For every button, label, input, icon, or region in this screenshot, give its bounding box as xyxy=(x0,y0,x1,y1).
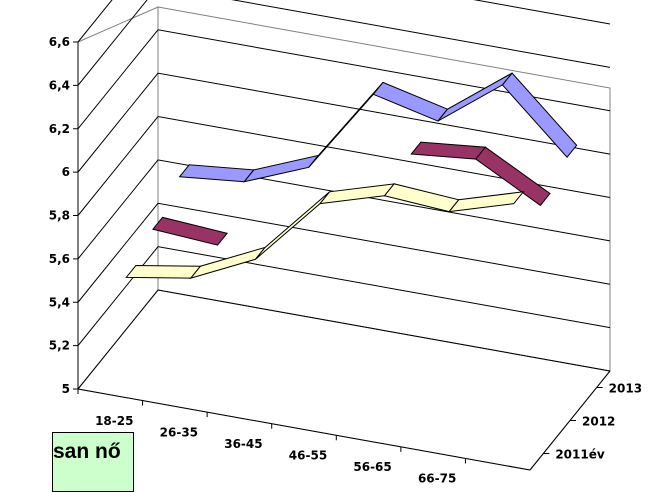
y-tick-label: 5,6 xyxy=(49,252,70,266)
series-ribbon-2011év xyxy=(255,191,330,260)
x-tick-label: 36-45 xyxy=(224,437,262,451)
x-tick-label: 76- xyxy=(491,483,513,485)
side-wall xyxy=(77,6,159,391)
series-ribbon-2013 xyxy=(501,72,578,158)
note-text: san nő xyxy=(53,440,121,463)
y-tick-label: 6 xyxy=(62,165,70,179)
x-tick-label: 46-55 xyxy=(289,449,327,463)
series-ribbon-2013 xyxy=(178,164,255,183)
series-ribbon-2013 xyxy=(437,72,513,122)
series-ribbon-2011év xyxy=(189,246,267,280)
series-ribbon-2012 xyxy=(152,216,229,246)
gridlines xyxy=(77,0,611,390)
x-tick-label: 18-25 xyxy=(95,414,133,428)
tick-labels: 6,6 6,4 6,2 6 5,8 5,6 5,4 5,2 5 18-25 26-35 36-45 46… xyxy=(49,35,642,485)
y-tick-label: 6,2 xyxy=(49,122,70,136)
x-tick-label: 26-35 xyxy=(160,425,198,439)
series-layer xyxy=(125,72,578,280)
gridline xyxy=(77,202,611,303)
gridline xyxy=(77,246,611,346)
gridline xyxy=(77,0,611,86)
axes xyxy=(73,41,611,471)
series-ribbon-2011év xyxy=(447,191,525,213)
gridline xyxy=(77,159,611,260)
y-tick-label: 5,4 xyxy=(49,295,70,309)
y-tick-label: 5,8 xyxy=(49,209,70,223)
gridline xyxy=(77,289,611,390)
depth-label: 2012 xyxy=(582,415,615,429)
note-box: san nő xyxy=(52,432,134,492)
series-ribbon-2011év xyxy=(125,265,202,279)
floor xyxy=(77,289,611,471)
y-tick-label: 6,4 xyxy=(49,78,70,92)
series-ribbon-2012 xyxy=(410,141,487,160)
gridline xyxy=(77,72,611,173)
series-ribbon-2012 xyxy=(475,146,551,207)
x-tick-label: 56-65 xyxy=(353,460,391,474)
x-tick-label: 66-75 xyxy=(418,472,456,485)
series-ribbon-2013 xyxy=(242,154,320,183)
chart-walls xyxy=(77,6,611,471)
x-axis-line xyxy=(77,388,531,471)
gridline xyxy=(77,29,611,130)
y-tick-label: 6,6 xyxy=(49,35,70,49)
depth-label: 2013 xyxy=(609,382,642,396)
series-ribbon-2013 xyxy=(372,81,449,122)
gridline xyxy=(77,0,611,43)
y-tick-label: 5 xyxy=(62,382,70,396)
y-tick-label: 5,2 xyxy=(49,339,70,353)
gridline xyxy=(77,115,611,216)
depth-label: 2011év xyxy=(555,448,605,462)
